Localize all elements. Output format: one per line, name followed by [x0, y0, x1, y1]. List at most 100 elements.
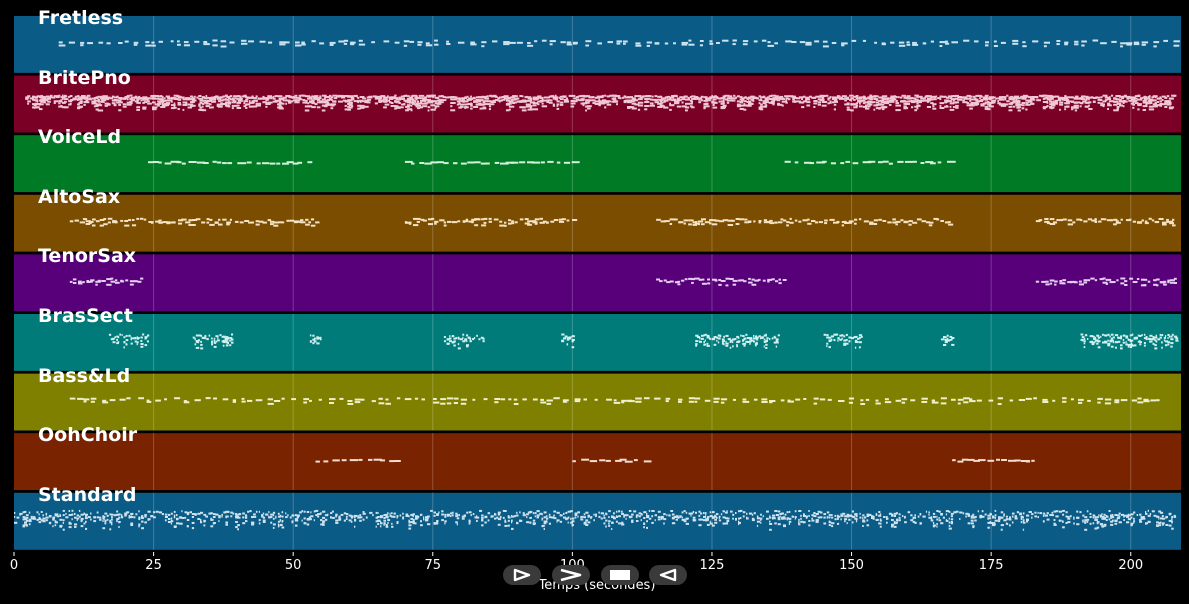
note	[385, 402, 391, 405]
play-button[interactable]	[503, 565, 541, 585]
note	[996, 458, 1000, 461]
note	[205, 105, 210, 108]
note	[296, 516, 300, 519]
note	[164, 516, 168, 518]
note	[1133, 517, 1135, 520]
note	[462, 333, 465, 336]
note	[681, 511, 684, 514]
note	[251, 516, 254, 518]
note	[943, 336, 946, 338]
note	[1113, 97, 1118, 100]
note	[54, 521, 57, 524]
note	[887, 97, 890, 100]
note	[1173, 44, 1180, 47]
note	[243, 94, 247, 97]
note	[1091, 219, 1097, 222]
note	[403, 94, 407, 97]
note	[1010, 101, 1015, 104]
note	[799, 41, 806, 44]
forward-button[interactable]	[552, 565, 590, 585]
note	[651, 95, 654, 98]
note	[293, 96, 295, 99]
note	[181, 522, 183, 525]
note	[1111, 40, 1117, 43]
note	[104, 512, 108, 515]
note	[1031, 516, 1033, 519]
note	[997, 397, 1003, 400]
note	[1076, 218, 1081, 221]
rewind-button[interactable]	[649, 565, 687, 585]
x-tick-label: 50	[284, 558, 302, 573]
note	[151, 41, 155, 44]
note	[559, 514, 562, 517]
note	[461, 515, 465, 518]
note	[906, 43, 911, 46]
note	[1166, 101, 1172, 104]
note	[1089, 516, 1092, 518]
note	[262, 95, 265, 98]
note	[571, 520, 575, 523]
note	[1159, 102, 1163, 105]
note	[79, 100, 83, 103]
note	[1088, 108, 1093, 110]
note	[789, 217, 792, 220]
note	[153, 511, 156, 514]
note	[486, 95, 489, 98]
note	[618, 510, 621, 513]
note	[688, 512, 692, 515]
note	[892, 98, 897, 101]
note	[951, 337, 955, 339]
note	[932, 512, 936, 515]
note	[837, 517, 839, 520]
note	[466, 103, 469, 106]
note	[457, 337, 460, 340]
note	[743, 103, 746, 106]
note	[703, 343, 706, 346]
note	[251, 521, 255, 524]
note	[709, 219, 713, 222]
note	[740, 100, 744, 103]
note	[898, 516, 901, 519]
note	[473, 100, 479, 103]
note	[725, 344, 729, 347]
note	[1113, 223, 1117, 226]
note	[126, 94, 130, 97]
note	[1151, 96, 1154, 99]
note	[146, 399, 150, 402]
note	[93, 102, 97, 105]
note	[831, 522, 835, 525]
note	[1065, 511, 1068, 514]
note	[1145, 511, 1147, 513]
note	[879, 525, 882, 528]
note	[801, 96, 804, 99]
note	[646, 513, 648, 515]
note	[1154, 347, 1158, 350]
note	[488, 217, 492, 220]
note	[795, 398, 801, 401]
note	[127, 219, 132, 222]
note	[507, 99, 510, 102]
note	[770, 102, 775, 105]
note	[90, 280, 93, 283]
note	[71, 509, 74, 512]
note	[691, 281, 694, 284]
note	[1111, 281, 1116, 283]
note	[826, 511, 830, 514]
note	[462, 336, 464, 339]
note	[495, 99, 499, 101]
note	[681, 98, 686, 101]
note	[858, 346, 861, 349]
note	[791, 515, 795, 518]
note	[1062, 400, 1067, 403]
note	[451, 341, 455, 344]
x-tick-label: 0	[9, 558, 19, 573]
note	[111, 513, 114, 516]
note	[449, 340, 452, 343]
stop-button[interactable]	[601, 565, 639, 585]
note	[408, 527, 412, 530]
note	[136, 337, 139, 340]
note	[479, 509, 483, 512]
note	[821, 101, 828, 103]
note	[1041, 280, 1046, 283]
note	[1155, 334, 1157, 337]
